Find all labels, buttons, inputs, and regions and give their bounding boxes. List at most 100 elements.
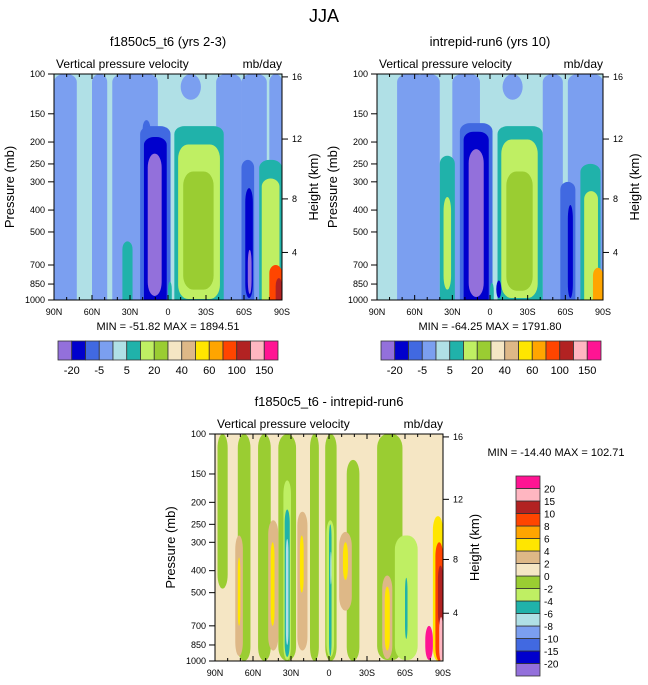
y-tick-label: 200 [191, 497, 206, 507]
x-tick-label: 30S [198, 307, 214, 317]
contour-region [183, 171, 214, 290]
contour-region [247, 249, 252, 294]
colorbar-swatch [515, 575, 541, 589]
contour-region [168, 281, 172, 300]
colorbar-swatch [515, 538, 541, 552]
y-tick-label: 1000 [25, 295, 45, 305]
colorbar-swatch [515, 525, 541, 539]
contour-region [443, 196, 452, 290]
contour-region [92, 74, 108, 300]
colorbar-label: 40 [499, 365, 511, 377]
colorbar-swatch [380, 340, 396, 361]
min-max-stats: MIN = -14.40 MAX = 102.71 [488, 447, 625, 459]
y-tick-label: 400 [30, 205, 45, 215]
y-right-axis-label: Height (km) [306, 153, 321, 220]
contour-region [468, 149, 484, 298]
x-tick-label: 30N [444, 307, 461, 317]
y-tick-label: 100 [353, 69, 368, 79]
contour-field [377, 74, 603, 300]
colorbar-label: -6 [544, 610, 553, 621]
contour-region [342, 542, 348, 581]
y-right-tick-label: 4 [292, 247, 297, 257]
colorbar-swatch [515, 650, 541, 664]
contour-region [439, 617, 443, 661]
colorbar: -20 -5 5 20 40 60 100 150 [57, 340, 279, 377]
y-tick-label: 250 [191, 519, 206, 529]
contour-region [310, 434, 319, 661]
colorbar-label: 5 [447, 365, 453, 377]
colorbar-label: 100 [228, 365, 246, 377]
colorbar-label: -20 [64, 365, 80, 377]
y-tick-label: 850 [353, 279, 368, 289]
colorbar-swatch [515, 488, 541, 502]
colorbar-swatch [408, 340, 423, 361]
colorbar-swatch [98, 340, 114, 361]
contour-region [180, 74, 201, 100]
x-tick-label: 60S [397, 668, 413, 678]
colorbar-swatch [476, 340, 492, 361]
x-tick-label: 90S [595, 307, 611, 317]
colorbar-swatch [515, 600, 541, 614]
y-tick-label: 500 [30, 227, 45, 237]
contour-region [237, 557, 241, 626]
y-tick-label: 200 [353, 137, 368, 147]
x-tick-label: 30S [520, 307, 536, 317]
colorbar-label: -20 [544, 660, 559, 671]
contour-region [405, 577, 408, 640]
x-tick-label: 30N [122, 307, 139, 317]
x-tick-label: 30N [283, 668, 300, 678]
y-right-tick-label: 4 [613, 247, 618, 257]
contour-region [567, 205, 573, 299]
colorbar-label: 0 [544, 572, 550, 583]
panel-diff: f1850c5_t6 - intrepid-run6 Vertical press… [163, 394, 624, 678]
colorbar-swatch [515, 663, 541, 677]
panel-title: f1850c5_t6 (yrs 2-3) [110, 34, 226, 49]
y-tick-label: 150 [191, 469, 206, 479]
colorbar-label: 15 [544, 497, 556, 508]
y-tick-label: 400 [191, 566, 206, 576]
colorbar-label: 100 [551, 365, 569, 377]
colorbar-swatch [421, 340, 437, 361]
colorbar-label: -15 [544, 647, 559, 658]
colorbar-swatch [515, 475, 541, 489]
colorbar-label: 10 [544, 510, 556, 521]
units-label: mb/day [243, 57, 282, 71]
colorbar-label: 60 [526, 365, 538, 377]
colorbar-swatch [515, 550, 541, 564]
colorbar-label: -8 [544, 622, 553, 633]
x-tick-label: 90S [435, 668, 451, 678]
colorbar-swatch [57, 340, 73, 361]
colorbar-swatch [449, 340, 464, 361]
colorbar-label: 150 [578, 365, 596, 377]
colorbar-label: 40 [176, 365, 188, 377]
contour-region [502, 74, 523, 100]
colorbar-swatch [167, 340, 183, 361]
colorbar-swatch [463, 340, 478, 361]
y-right-tick-label: 12 [292, 134, 302, 144]
colorbar-swatch [515, 588, 541, 602]
colorbar-label: 20 [544, 485, 556, 496]
x-tick-label: 90N [46, 307, 63, 317]
colorbar-label: 6 [544, 535, 550, 546]
x-tick-label: 60N [84, 307, 101, 317]
colorbar-swatch [559, 340, 574, 361]
contour-region [542, 74, 563, 300]
panel-right: intrepid-run6 (yrs 10) Vertical pressure … [325, 34, 642, 377]
y-tick-label: 300 [191, 537, 206, 547]
y-right-tick-label: 12 [613, 134, 623, 144]
contour-region [54, 74, 77, 300]
x-tick-label: 90N [207, 668, 224, 678]
contour-region [592, 267, 603, 300]
y-tick-label: 150 [30, 109, 45, 119]
panel-left: f1850c5_t6 (yrs 2-3) Vertical pressure ve… [2, 34, 321, 377]
colorbar-swatch [236, 340, 251, 361]
y-tick-label: 200 [30, 137, 45, 147]
variable-label: Vertical pressure velocity [217, 417, 350, 431]
y-axis-label: Pressure (mb) [325, 146, 340, 228]
colorbar-swatch [515, 613, 541, 627]
y-tick-label: 300 [353, 177, 368, 187]
colorbar-swatch [250, 340, 265, 361]
y-tick-label: 250 [30, 159, 45, 169]
y-tick-label: 300 [30, 177, 45, 187]
